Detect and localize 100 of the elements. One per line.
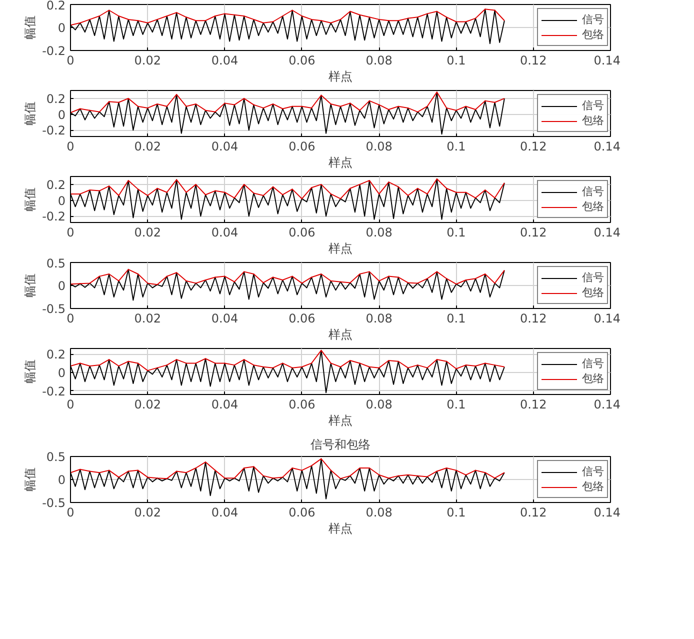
- line-series: [70, 178, 505, 200]
- x-tick-label: 0.12: [520, 398, 547, 412]
- y-tick-label: 0.2: [46, 348, 66, 362]
- chart-title: 信号和包络: [310, 438, 370, 452]
- y-tick-label: 0.5: [46, 256, 66, 270]
- x-tick-label: 0.04: [211, 226, 238, 240]
- x-tick-label: 0.08: [366, 398, 392, 412]
- x-axis-title: 样点: [328, 156, 352, 170]
- x-axis-title: 样点: [328, 328, 352, 342]
- x-tick-label: 0.04: [211, 506, 238, 520]
- legend-label: 信号: [582, 12, 604, 27]
- x-tick-label: 0.06: [288, 54, 316, 68]
- x-tick-label: 0.1: [446, 398, 466, 412]
- line-series: [70, 92, 505, 135]
- x-tick-label: 0: [66, 140, 74, 154]
- x-tick-label: 0.14: [594, 312, 620, 326]
- y-axis-title: 幅值: [23, 274, 38, 298]
- y-tick-label: -0.2: [42, 384, 66, 398]
- x-tick-label: 0.06: [288, 226, 316, 240]
- y-tick-label: -0.2: [42, 210, 66, 224]
- x-tick-label: 0.08: [366, 506, 392, 520]
- x-tick-label: 0.1: [446, 54, 466, 68]
- legend-label: 包络: [582, 199, 604, 214]
- y-tick-label: 0: [58, 108, 66, 122]
- x-tick-label: 0.12: [520, 54, 547, 68]
- x-tick-label: 0.02: [134, 312, 161, 326]
- x-tick-label: 0: [66, 398, 74, 412]
- x-tick-label: 0: [66, 506, 74, 520]
- x-tick-label: 0.08: [366, 54, 392, 68]
- x-tick-label: 0.06: [288, 398, 316, 412]
- x-tick-label: 0.14: [594, 398, 620, 412]
- x-tick-label: 0.12: [520, 506, 547, 520]
- text: 信号: [582, 464, 604, 479]
- y-tick-label: 0.2: [46, 0, 66, 12]
- x-tick-label: 0.04: [211, 54, 238, 68]
- x-tick-label: 0.1: [446, 506, 466, 520]
- y-axis-title: 幅值: [23, 102, 38, 126]
- x-tick-label: 0.08: [366, 312, 392, 326]
- x-tick-label: 0: [66, 312, 74, 326]
- x-tick-label: 0.14: [594, 226, 620, 240]
- x-tick-label: 0.1: [446, 140, 466, 154]
- x-axis-title: 样点: [328, 242, 352, 256]
- text: 信号: [582, 98, 604, 113]
- x-tick-label: 0.14: [594, 506, 620, 520]
- x-tick-label: 0.06: [288, 506, 316, 520]
- line-series: [70, 350, 505, 394]
- x-tick-label: 0.02: [134, 226, 161, 240]
- y-tick-label: -0.2: [42, 44, 66, 58]
- x-tick-label: 0.02: [134, 506, 161, 520]
- y-tick-label: -0.2: [42, 124, 66, 138]
- y-tick-label: 0.5: [46, 450, 66, 464]
- x-tick-label: 0.04: [211, 312, 238, 326]
- y-tick-label: -0.5: [42, 302, 66, 316]
- y-axis-title: 幅值: [23, 16, 38, 40]
- x-tick-label: 0.1: [446, 312, 466, 326]
- line-series: [70, 178, 505, 220]
- y-tick-label: 0.2: [46, 92, 66, 106]
- y-tick-label: 0: [58, 279, 66, 293]
- line-series: [70, 458, 505, 500]
- x-tick-label: 0.02: [134, 54, 161, 68]
- line-series: [70, 268, 505, 286]
- x-tick-label: 0: [66, 226, 74, 240]
- y-tick-label: 0: [58, 473, 66, 487]
- text: 信号: [582, 270, 604, 285]
- x-tick-label: 0.06: [288, 140, 316, 154]
- x-axis-title: 样点: [328, 70, 352, 84]
- y-axis-title: 幅值: [23, 188, 38, 212]
- x-tick-label: 0.1: [446, 226, 466, 240]
- y-axis-title: 幅值: [23, 360, 38, 384]
- line-series: [70, 458, 505, 480]
- y-tick-label: 0: [58, 21, 66, 35]
- x-tick-label: 0.14: [594, 140, 620, 154]
- text: 包络: [582, 285, 604, 300]
- legend-label: 信号: [582, 184, 604, 199]
- x-tick-label: 0.12: [520, 140, 547, 154]
- legend-label: 包络: [582, 27, 604, 42]
- x-tick-label: 0.02: [134, 140, 161, 154]
- line-series: [70, 350, 505, 372]
- legend-label: 信号: [582, 356, 604, 371]
- y-tick-label: -0.5: [42, 496, 66, 510]
- y-tick-label: 0.2: [46, 178, 66, 192]
- x-tick-label: 0.04: [211, 398, 238, 412]
- x-tick-label: 0.04: [211, 140, 238, 154]
- y-axis-title: 幅值: [23, 468, 38, 492]
- text: 包络: [582, 113, 604, 128]
- x-tick-label: 0.02: [134, 398, 161, 412]
- line-series: [70, 8, 505, 26]
- legend-label: 包络: [582, 371, 604, 386]
- x-tick-label: 0.08: [366, 140, 392, 154]
- x-tick-label: 0: [66, 54, 74, 68]
- x-tick-label: 0.12: [520, 226, 547, 240]
- x-tick-label: 0.06: [288, 312, 316, 326]
- x-axis-title: 样点: [328, 414, 352, 428]
- line-series: [70, 92, 505, 114]
- text: 包络: [582, 479, 604, 494]
- x-tick-label: 0.12: [520, 312, 547, 326]
- y-tick-label: 0: [58, 194, 66, 208]
- x-tick-label: 0.14: [594, 54, 620, 68]
- x-axis-title: 样点: [328, 522, 352, 536]
- x-tick-label: 0.08: [366, 226, 392, 240]
